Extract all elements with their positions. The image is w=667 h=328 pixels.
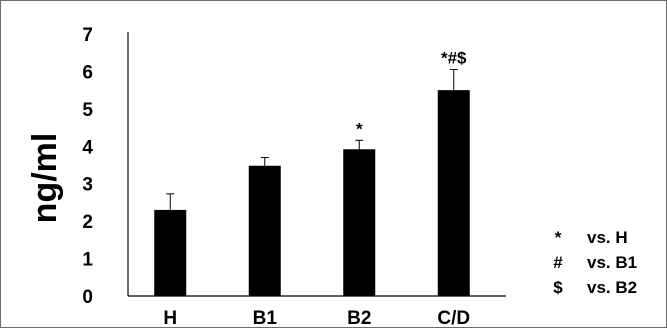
significance-annotation: * <box>356 119 363 138</box>
y-tick-label: 1 <box>82 250 93 271</box>
legend-text: vs. H <box>587 228 628 247</box>
y-tick-label: 7 <box>82 25 93 46</box>
y-tick-label: 6 <box>82 62 93 83</box>
x-tick-label: C/D <box>437 308 470 328</box>
bar <box>248 165 281 296</box>
bars: * *#$ <box>154 49 470 297</box>
y-tick-label: 3 <box>82 175 93 196</box>
bar <box>154 209 187 296</box>
y-tick-label: 4 <box>82 137 93 158</box>
y-tick-label: 5 <box>82 100 93 121</box>
legend: * vs. H # vs. B1 $ vs. B2 <box>553 228 637 297</box>
legend-text: vs. B1 <box>587 253 637 272</box>
legend-text: vs. B2 <box>587 278 637 297</box>
y-ticks: 0 1 2 3 4 5 6 7 <box>82 25 93 308</box>
x-tick-label: B2 <box>347 308 371 328</box>
x-ticks: H B1 B2 C/D <box>163 308 470 328</box>
bar <box>437 90 470 297</box>
y-axis-label-group: ng/ml <box>26 133 64 224</box>
legend-symbol: # <box>553 253 563 272</box>
y-tick-label: 2 <box>82 212 93 233</box>
significance-annotation: *#$ <box>441 49 467 68</box>
bar <box>343 149 376 296</box>
x-tick-label: B1 <box>253 308 278 328</box>
y-tick-label: 0 <box>82 287 93 308</box>
y-axis-label: ng/ml <box>26 133 64 224</box>
legend-symbol: $ <box>553 278 563 297</box>
legend-symbol: * <box>555 228 562 247</box>
x-tick-label: H <box>163 308 177 328</box>
